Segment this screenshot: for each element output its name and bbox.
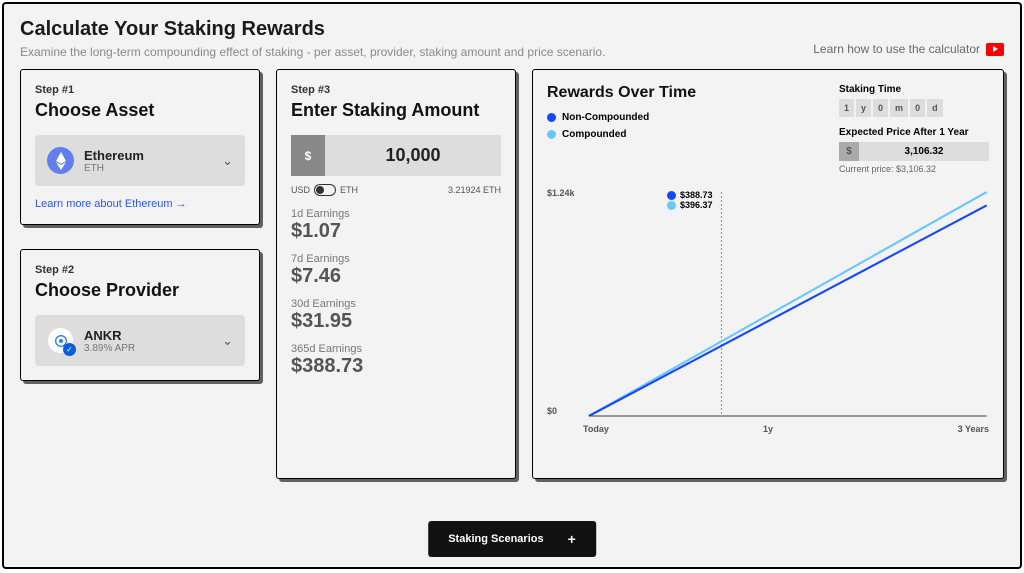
expected-price-input[interactable]: 3,106.32	[859, 142, 989, 161]
step2-card: Step #2 Choose Provider ✓ ANKR 3.89% APR…	[20, 249, 260, 381]
ethereum-icon	[47, 147, 74, 174]
step2-label: Step #2	[35, 264, 245, 276]
earnings-value: $388.73	[291, 355, 501, 378]
time-box[interactable]: 1	[839, 99, 856, 117]
earnings-label: 1d Earnings	[291, 208, 501, 220]
currency-toggle[interactable]: USD ETH	[291, 184, 358, 196]
step1-card: Step #1 Choose Asset Ethereum ETH ⌄ Lear…	[20, 69, 260, 225]
legend-item: Compounded	[547, 129, 696, 140]
asset-name: Ethereum	[84, 148, 212, 163]
rewards-chart-card: Rewards Over Time Non-Compounded Compound…	[532, 69, 1004, 479]
rewards-chart[interactable]: $1.24k $0 Today 1y 3 Years $388.73 $396.…	[547, 184, 989, 434]
asset-selector[interactable]: Ethereum ETH ⌄	[35, 135, 245, 186]
amount-currency: $	[291, 135, 325, 176]
time-box[interactable]: 0	[873, 99, 890, 117]
learn-link-text: Learn how to use the calculator	[813, 42, 980, 56]
time-box[interactable]: m	[890, 99, 910, 117]
tooltip-compounded: $396.37	[680, 200, 713, 210]
staking-time-label: Staking Time	[839, 84, 989, 95]
step2-title: Choose Provider	[35, 280, 245, 301]
legend-dot-icon	[547, 130, 556, 139]
earnings-label: 7d Earnings	[291, 253, 501, 265]
unit-from: USD	[291, 185, 310, 195]
x-end-label: 3 Years	[958, 424, 989, 434]
verified-badge-icon: ✓	[63, 343, 76, 356]
chevron-down-icon: ⌄	[222, 333, 233, 349]
tooltip-noncompounded: $388.73	[680, 190, 713, 200]
provider-apr: 3.89% APR	[84, 343, 212, 354]
time-box[interactable]: y	[856, 99, 873, 117]
asset-symbol: ETH	[84, 163, 212, 174]
dot-noncompounded-icon	[667, 191, 676, 200]
legend-dot-icon	[547, 113, 556, 122]
chevron-down-icon: ⌄	[222, 153, 233, 169]
earnings-value: $1.07	[291, 220, 501, 243]
eth-equivalent: 3.21924 ETH	[448, 185, 501, 195]
chart-title: Rewards Over Time	[547, 84, 696, 102]
provider-name: ANKR	[84, 328, 212, 343]
staking-scenarios-button[interactable]: Staking Scenarios +	[428, 521, 596, 557]
time-box[interactable]: d	[927, 99, 943, 117]
x-mid-label: 1y	[763, 424, 773, 434]
step1-title: Choose Asset	[35, 100, 245, 121]
step3-card: Step #3 Enter Staking Amount $ 10,000 US…	[276, 69, 516, 479]
earnings-value: $7.46	[291, 265, 501, 288]
ankr-icon: ✓	[47, 327, 74, 354]
earnings-label: 30d Earnings	[291, 298, 501, 310]
current-price: Current price: $3,106.32	[839, 164, 989, 174]
learn-calculator-link[interactable]: Learn how to use the calculator	[813, 42, 1004, 56]
expected-price-currency: $	[839, 142, 859, 161]
x-start-label: Today	[583, 424, 609, 434]
y-min-label: $0	[547, 406, 557, 416]
learn-more-asset-link[interactable]: Learn more about Ethereum →	[35, 198, 245, 210]
youtube-icon	[986, 43, 1004, 56]
step3-label: Step #3	[291, 84, 501, 96]
page-title: Calculate Your Staking Rewards	[20, 18, 605, 41]
step3-title: Enter Staking Amount	[291, 100, 501, 121]
earnings-value: $31.95	[291, 310, 501, 333]
time-box[interactable]: 0	[910, 99, 927, 117]
amount-input[interactable]: 10,000	[325, 135, 501, 176]
page-subtitle: Examine the long-term compounding effect…	[20, 45, 605, 59]
plus-icon: +	[568, 531, 576, 547]
scenarios-label: Staking Scenarios	[448, 533, 543, 545]
expected-price-label: Expected Price After 1 Year	[839, 127, 989, 138]
unit-to: ETH	[340, 185, 358, 195]
dot-compounded-icon	[667, 201, 676, 210]
staking-time-input[interactable]: 1y0m0d	[839, 99, 989, 117]
y-max-label: $1.24k	[547, 188, 575, 198]
step1-label: Step #1	[35, 84, 245, 96]
provider-selector[interactable]: ✓ ANKR 3.89% APR ⌄	[35, 315, 245, 366]
legend-item: Non-Compounded	[547, 112, 696, 123]
earnings-label: 365d Earnings	[291, 343, 501, 355]
